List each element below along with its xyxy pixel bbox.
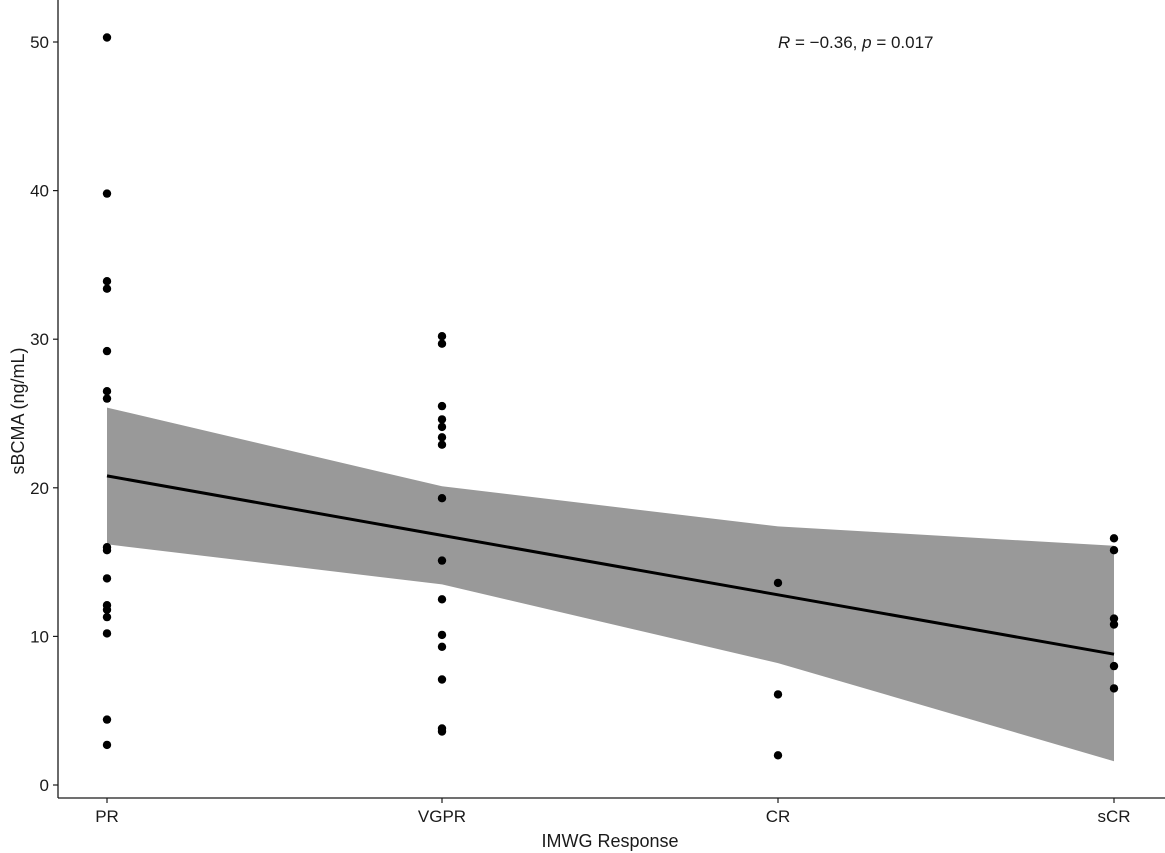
- y-tick-label: 40: [30, 182, 49, 201]
- points-layer: [102, 33, 1119, 760]
- annotation-r-symbol: R: [778, 33, 790, 52]
- data-point: [1109, 684, 1119, 693]
- x-axis-title: IMWG Response: [541, 831, 678, 851]
- data-point: [437, 630, 447, 640]
- data-point: [102, 612, 112, 622]
- data-point: [437, 440, 447, 449]
- data-point: [102, 387, 112, 396]
- data-point: [437, 422, 447, 432]
- data-point: [102, 715, 112, 724]
- data-point: [437, 415, 447, 424]
- y-tick-label: 10: [30, 627, 49, 646]
- data-point: [437, 556, 447, 565]
- y-tick-label: 30: [30, 330, 49, 349]
- data-point: [102, 277, 112, 286]
- x-tick-label: VGPR: [418, 807, 466, 826]
- y-tick-label: 20: [30, 479, 49, 498]
- confidence-band-layer: [107, 407, 1114, 762]
- x-tick-label: CR: [766, 807, 791, 826]
- data-point: [102, 574, 112, 583]
- data-point: [773, 751, 783, 760]
- data-point: [102, 546, 112, 555]
- data-point: [1109, 534, 1119, 543]
- data-point: [1109, 546, 1119, 555]
- data-point: [437, 433, 447, 442]
- data-point: [437, 494, 447, 503]
- axes-layer: [57, 0, 1165, 799]
- data-point: [102, 605, 112, 614]
- y-tick-label: 0: [40, 776, 49, 795]
- data-point: [102, 346, 112, 356]
- confidence-band: [107, 407, 1114, 762]
- data-point: [773, 690, 783, 699]
- data-point: [437, 642, 447, 651]
- data-point: [102, 189, 112, 198]
- data-point: [102, 629, 112, 638]
- data-point: [1109, 620, 1119, 629]
- data-point: [773, 578, 783, 588]
- regression-line: [106, 474, 1115, 656]
- annotation-text: R = −0.36, p = 0.017: [778, 33, 934, 52]
- data-point: [437, 675, 447, 684]
- y-axis-title: sBCMA (ng/mL): [8, 347, 28, 474]
- data-point: [437, 332, 447, 341]
- annotation-p-value: = 0.017: [872, 33, 934, 52]
- data-point: [437, 401, 447, 411]
- data-point: [1109, 661, 1119, 671]
- data-point: [102, 740, 112, 750]
- ticks-layer: 0 10 20 30 40 50 PR VGPR CR sCR: [30, 33, 1130, 826]
- data-point: [1109, 614, 1119, 623]
- data-point: [102, 33, 112, 42]
- x-tick-label: PR: [95, 807, 119, 826]
- y-tick-label: 50: [30, 33, 49, 52]
- regression-line-layer: [106, 474, 1115, 656]
- annotation-r-value: = −0.36,: [790, 33, 862, 52]
- data-point: [102, 394, 112, 403]
- data-point: [437, 339, 447, 348]
- data-point: [102, 284, 112, 293]
- data-point: [437, 727, 447, 736]
- x-tick-label: sCR: [1097, 807, 1130, 826]
- annotation-p-symbol: p: [861, 33, 871, 52]
- data-point: [437, 595, 447, 604]
